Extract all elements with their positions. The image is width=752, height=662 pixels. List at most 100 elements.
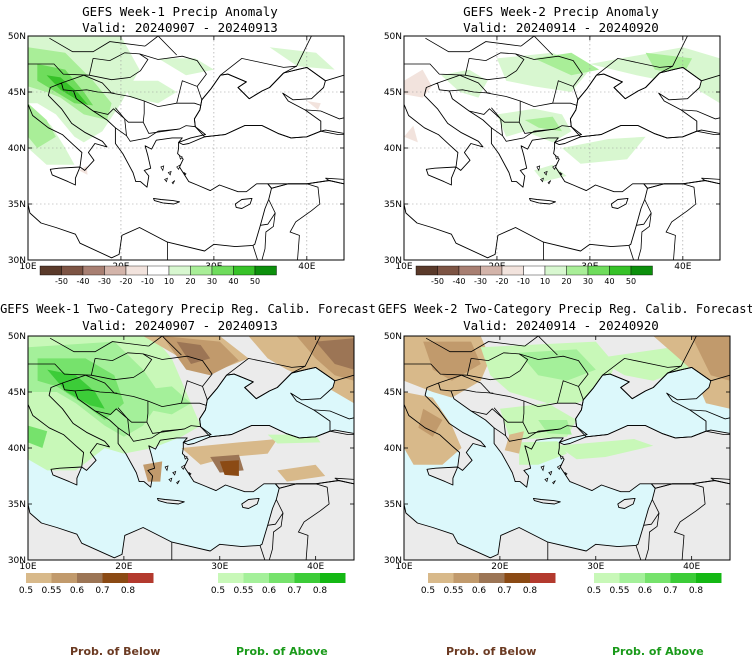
colorbar-swatch	[587, 265, 610, 276]
panel-title: GEFS Week-2 Precip Anomaly	[463, 4, 659, 19]
colorbar-label: -50	[55, 277, 68, 286]
colorbar-swatch	[233, 265, 256, 276]
colorbar-swatch	[594, 573, 620, 583]
country-border	[635, 545, 642, 560]
lat-tick-label: 30N	[384, 556, 402, 566]
colorbar-label: 0.55	[609, 586, 629, 596]
colorbar-label: 50	[626, 277, 636, 286]
shade-patch	[79, 165, 88, 175]
country-border	[518, 101, 521, 123]
landmass-4	[611, 198, 628, 209]
country-border	[117, 427, 185, 442]
shade-patch	[691, 336, 730, 381]
colorbar-swatch	[218, 573, 244, 583]
country-border	[252, 245, 259, 260]
country-border	[329, 430, 354, 436]
country-border	[522, 401, 525, 423]
coastline	[529, 197, 556, 205]
country-border	[437, 74, 578, 108]
island	[178, 155, 183, 160]
country-border	[404, 358, 472, 376]
island	[540, 465, 545, 472]
island	[552, 480, 556, 485]
colorbar-label: -40	[452, 277, 465, 286]
colorbar-swatch	[670, 573, 696, 583]
lat-tick-label: 30N	[384, 256, 402, 266]
landmass-2	[404, 180, 720, 260]
island	[168, 477, 173, 483]
prob-above-colorbar-left: 0.5 0.55 0.6 0.7 0.8	[211, 573, 346, 596]
colorbar-label: 40	[604, 277, 614, 286]
lon-tick-label: 20E	[491, 562, 508, 572]
colorbar-label: 0.5	[421, 586, 435, 596]
shade-patch	[47, 369, 105, 409]
coastline	[193, 66, 326, 139]
coastline	[234, 197, 253, 209]
panel-valid-dates: Valid: 20240907 - 20240913	[82, 20, 278, 35]
coastline	[15, 114, 23, 132]
country-border	[28, 58, 94, 76]
colorbar-label: 0.5	[587, 586, 601, 596]
country-border	[139, 53, 207, 87]
colorbar-label: 0.8	[523, 586, 538, 596]
island	[559, 455, 564, 460]
black-sea	[570, 67, 702, 138]
lon-tick-label: 40E	[674, 262, 691, 272]
island	[160, 165, 165, 172]
country-border	[524, 336, 558, 356]
island	[543, 170, 548, 176]
colorbar-swatch	[544, 265, 567, 276]
coastline	[49, 166, 81, 186]
shade-patch	[524, 116, 562, 132]
colorbar-label: 10	[164, 277, 174, 286]
colorbar-swatch	[211, 265, 234, 276]
country-border	[404, 58, 470, 76]
colorbar-swatch	[619, 573, 645, 583]
panel-valid-dates: Valid: 20240914 - 20240920	[463, 20, 659, 35]
country-border	[637, 212, 652, 260]
country-border	[261, 212, 276, 260]
country-border	[425, 37, 522, 53]
coastline	[610, 197, 629, 209]
colorbar-swatch	[104, 265, 127, 276]
colorbar-label: 0.8	[689, 586, 704, 596]
shade-patch	[219, 460, 239, 476]
country-border	[291, 365, 306, 374]
colorbar-label: -40	[76, 277, 89, 286]
coastline	[404, 480, 730, 560]
landmass-7	[391, 114, 399, 132]
country-border	[334, 477, 354, 481]
island	[176, 480, 180, 485]
shade-patch	[306, 101, 321, 110]
colorbar-swatch	[504, 573, 530, 583]
shade-patch	[441, 69, 488, 98]
country-border	[259, 545, 266, 560]
panel-valid-dates: Valid: 20240907 - 20240913	[82, 318, 278, 333]
colorbar-label: -30	[98, 277, 111, 286]
shade-patch	[534, 52, 600, 76]
prob-below-label-right: Prob. of Below	[446, 645, 537, 658]
colorbar-label: -30	[474, 277, 487, 286]
shade-patch	[534, 164, 567, 182]
island	[548, 470, 553, 476]
colorbar-label: 0.7	[663, 586, 677, 596]
colorbar-swatch	[566, 265, 589, 276]
country-border	[271, 183, 321, 260]
country-border	[61, 74, 202, 108]
colorbar-swatch	[125, 265, 148, 276]
colorbar-label: -50	[431, 277, 444, 286]
country-border	[115, 127, 180, 142]
colorbar-swatch	[415, 265, 438, 276]
country-border	[552, 80, 579, 104]
colorbar-swatch	[168, 265, 191, 276]
island	[556, 463, 562, 470]
lon-tick-label: 10E	[395, 262, 412, 272]
colorbar-swatch	[39, 265, 62, 276]
anomaly-colorbar: -50 -40 -30 -20 -10 10 20 30 40 50	[39, 265, 277, 286]
country-border	[696, 130, 720, 136]
country-border	[602, 336, 697, 376]
lon-tick-label: 30E	[587, 562, 604, 572]
colorbar-swatch	[501, 265, 524, 276]
